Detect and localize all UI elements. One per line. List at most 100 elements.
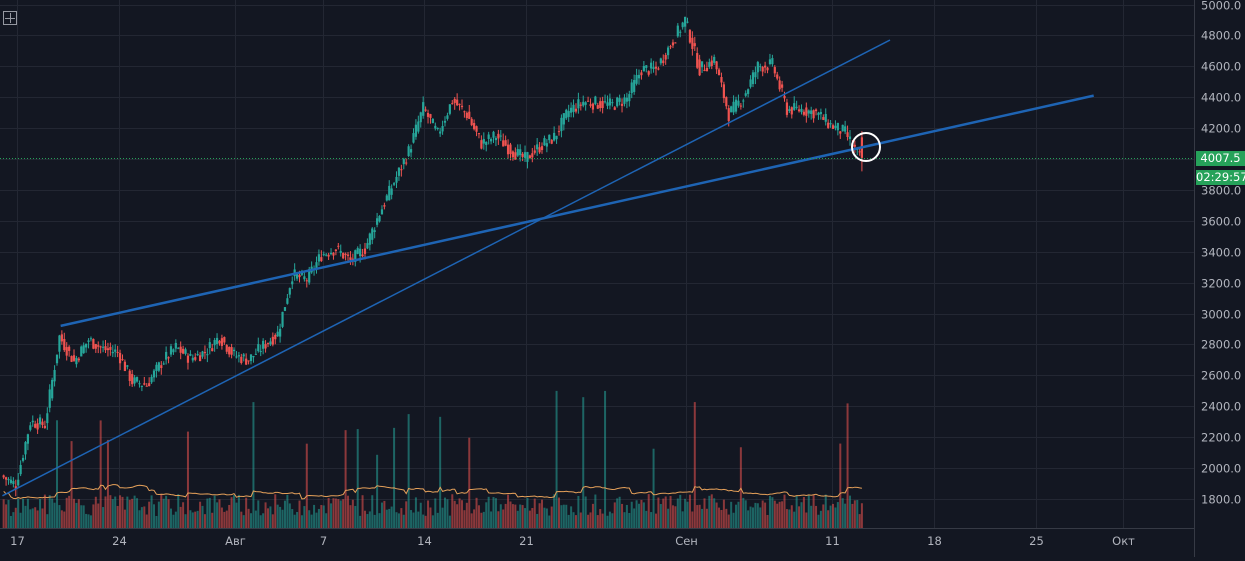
candle-body [737,100,740,106]
candle-body [177,347,180,349]
volume-bar [153,504,156,528]
volume-bar [509,501,512,528]
candle-body [623,97,626,104]
candle-body [400,169,403,171]
volume-bar [654,513,657,528]
candle-body [344,253,347,255]
highlight-circle[interactable] [851,132,881,162]
volume-bar [145,514,148,528]
candle-body [511,151,515,158]
candle-body [145,385,148,387]
volume-bar [310,514,313,528]
candle-body [722,84,725,99]
candle-body [9,479,13,483]
volume-bar [235,502,238,528]
candle-body [126,365,129,367]
candle-body [761,66,764,72]
candle-body [691,37,694,49]
price-axis[interactable]: 5000.04800.04600.04400.04200.04000.03800… [1201,0,1241,507]
candle-body [831,125,835,129]
candle-body [198,355,202,362]
candle-body [800,108,803,113]
volume-bar [829,505,832,528]
volume-bar [659,504,662,528]
candle-body [332,252,335,256]
trendlines[interactable] [2,39,1094,497]
volume-bar [313,504,316,528]
candle-body [252,356,255,358]
volume-bar [82,505,85,528]
candle-body [235,356,238,358]
volume-bar [657,497,660,528]
candle-body [528,155,531,159]
candle-body [68,346,71,351]
volume-bar [817,514,820,528]
candle-body [834,125,837,128]
volume-bar [812,494,815,528]
candle-body [337,245,340,247]
volume-bar [572,512,575,528]
candle-body [349,257,352,260]
volume-bar [361,495,364,528]
candle-body [334,249,337,252]
candle-body [557,131,561,133]
time-tick-label: 21 [519,534,534,548]
volume-bar [793,511,796,528]
volume-bar [856,500,859,528]
volume-bar [470,513,473,528]
volume-bar [761,500,764,528]
candle-body [140,385,143,387]
volume-bar [77,499,80,528]
volume-bar [616,498,619,528]
volume-bar [701,508,704,528]
volume-bar [177,494,180,528]
candle-body [174,342,177,349]
candle-body [41,421,44,426]
candle-body [654,66,658,69]
candle-body [785,102,789,115]
candle-body [14,486,17,490]
volume-bar [385,509,388,528]
volume-bar [533,498,536,528]
volume-bar [133,495,136,528]
candle-body [12,481,15,485]
volume-bar [119,495,122,528]
volume-bar [832,503,835,528]
volume-bar [744,500,747,528]
volume-bar [104,496,107,528]
candle-body [441,126,444,132]
candle-body [58,335,61,352]
volume-bar [635,500,638,528]
candle-body [162,363,165,365]
volume-bar [815,505,818,528]
candle-body [778,80,781,90]
volume-bar [419,502,422,528]
time-axis[interactable]: 17 24 Авг 7 14 21 Сен 11 18 25 Окт [10,534,1135,548]
price-tick-label: 5000.0 [1201,0,1241,13]
candle-body [795,106,798,108]
volume-bar [458,498,461,528]
volume-bar [53,502,56,528]
volume-bar [186,431,189,528]
volume-bar [233,495,236,528]
candle-body [487,134,490,139]
volume-bar [477,505,480,528]
candle-body [667,47,670,56]
volume-bar [174,511,177,528]
candle-body [203,352,207,354]
volume-bar [330,503,333,528]
candle-body [213,340,216,346]
volume-bar [439,416,442,528]
volume-bar [19,512,22,528]
candle-body [317,254,321,262]
candle-body [230,347,233,355]
crosshair-icon[interactable] [3,11,17,25]
candle-body [60,334,63,342]
candle-body [565,109,568,119]
candle-body [172,349,175,353]
price-tick-label: 2600.0 [1201,369,1241,383]
candle-body [628,94,631,102]
candle-body [405,162,408,164]
